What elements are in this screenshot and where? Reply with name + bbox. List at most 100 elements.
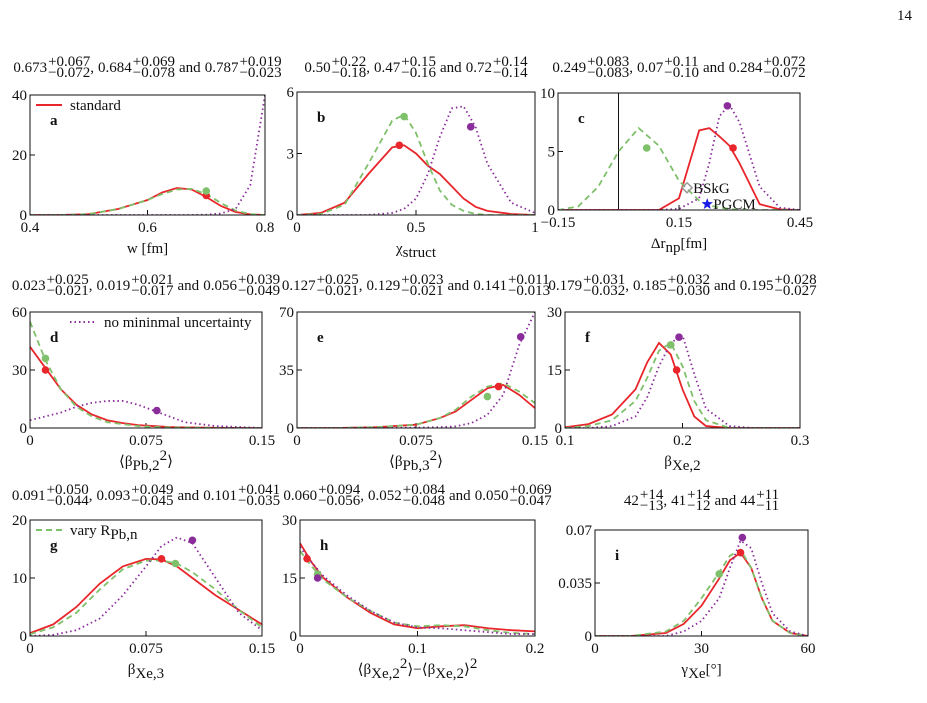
estimate-minus: −0.013 (508, 283, 550, 299)
label-part: γ (680, 662, 688, 678)
series-line (30, 559, 262, 636)
panel-letter: c (578, 111, 585, 127)
estimate-value: 0.019 (97, 278, 131, 294)
estimate-plus: +11 (756, 487, 779, 503)
label-part: β (664, 454, 672, 470)
label-part: w [fm] (127, 241, 168, 257)
estimate-value: 0.47 (374, 60, 401, 76)
x-tick-label: 0.075 (399, 433, 433, 449)
y-tick-label: 10 (540, 86, 555, 102)
estimate-minus: −0.023 (239, 65, 281, 81)
estimate-marker (202, 187, 211, 195)
x-tick-label: 0 (293, 220, 301, 236)
panel: 0.673 +0.067−0.072, 0.684 +0.069−0.078 and 0.… (12, 54, 282, 257)
estimate-value: 0.127 (282, 278, 316, 294)
x-tick-label: 0.45 (787, 215, 813, 231)
point-marker (701, 198, 713, 209)
estimate-minus: −0.048 (403, 493, 445, 509)
x-tick-label: 0 (591, 641, 599, 657)
panel-title: 42 +14−13, 41 +14−12 and 44 +11−11 (624, 487, 779, 514)
label-part: χ (395, 241, 403, 257)
y-tick-label: 0 (20, 629, 28, 645)
series-line (595, 539, 808, 636)
title-joiner: and (178, 488, 200, 504)
y-tick-label: 40 (12, 88, 27, 104)
x-tick-label: 1 (531, 220, 539, 236)
panel: 0.023 +0.025−0.021, 0.019 +0.021−0.017 and 0.… (12, 272, 280, 474)
y-tick-label: 35 (279, 363, 294, 379)
panel-title: 0.50 +0.22−0.18, 0.47 +0.15−0.16 and 0.72 +0.1… (304, 54, 528, 81)
panel-letter: i (615, 548, 619, 564)
series-line (558, 126, 800, 210)
y-tick-label: 20 (12, 148, 27, 164)
estimate-minus: −0.056 (318, 493, 361, 509)
x-tick-label: 0.075 (129, 641, 163, 657)
label-part: ⟩ (437, 454, 443, 470)
title-joiner: , (90, 60, 94, 76)
y-tick-label: 10 (12, 571, 27, 587)
panel-letter: e (317, 330, 324, 346)
title-joiner: , (89, 278, 93, 294)
label-part: no mininmal uncertainty (104, 315, 252, 331)
x-tick-label: 0 (293, 433, 301, 449)
x-tick-label: 0.5 (407, 220, 426, 236)
series-line (30, 95, 265, 215)
estimate-value: 0.684 (98, 60, 132, 76)
series-line (30, 557, 262, 634)
estimate-value: 0.179 (548, 278, 582, 294)
estimate-plus: +0.084 (403, 482, 446, 498)
series-line (30, 536, 262, 636)
estimate-marker (171, 559, 180, 568)
label-part: 2 (400, 656, 408, 672)
estimate-minus: −0.021 (317, 283, 359, 299)
estimate-value: 0.07 (637, 60, 664, 76)
label-part: Pb,3 (403, 458, 430, 474)
rich-label: ⟨β Pb,22 ⟩ (119, 448, 173, 474)
estimate-plus: +0.021 (131, 272, 173, 288)
x-tick-label: 0 (296, 641, 304, 657)
estimate-marker (494, 382, 503, 391)
estimate-value: 0.093 (97, 488, 131, 504)
panel-title: 0.023 +0.025−0.021, 0.019 +0.021−0.017 and 0.… (12, 272, 280, 299)
estimate-plus: +0.069 (509, 482, 551, 498)
label-part: [°] (706, 662, 722, 678)
x-tick-label: 0.1 (408, 641, 427, 657)
series-line (297, 105, 535, 215)
y-tick-label: 0.07 (566, 523, 593, 539)
series-line (558, 103, 800, 210)
estimate-value: 0.052 (368, 488, 402, 504)
axes-frame (296, 311, 536, 429)
estimate-marker (188, 536, 197, 545)
rich-label: β Xe,3 (128, 662, 164, 682)
label-part: struct (403, 245, 437, 261)
estimate-minus: −0.027 (774, 283, 817, 299)
estimate-value: 0.101 (203, 488, 237, 504)
series-line (297, 144, 535, 215)
y-tick-label: 15 (282, 571, 297, 587)
estimate-marker (516, 333, 525, 341)
label-part: ⟩−⟨β (407, 662, 435, 678)
estimate-value: 0.141 (473, 278, 507, 294)
axes-frame (557, 92, 801, 211)
estimate-minus: −0.035 (238, 493, 280, 509)
estimate-plus: +0.031 (583, 272, 625, 288)
y-tick-label: 60 (12, 305, 27, 321)
axes-frame (564, 311, 801, 429)
title-joiner: and (715, 493, 737, 509)
title-joiner: and (178, 278, 200, 294)
series-line (30, 187, 265, 215)
label-part: 2 (430, 448, 438, 464)
label-part: Xe,3 (135, 666, 164, 682)
label-part: [fm] (681, 236, 708, 252)
panel-title: 0.060 +0.094−0.056, 0.052 +0.084−0.048 and 0.… (283, 482, 552, 509)
series-line (595, 548, 808, 636)
estimate-plus: +0.069 (133, 54, 175, 70)
estimate-plus: +14 (640, 487, 664, 503)
label-part: ⟨β (389, 454, 402, 470)
series-line (300, 550, 535, 635)
axes-frame (594, 529, 809, 637)
series-line (297, 312, 535, 428)
estimate-marker (729, 144, 737, 152)
rich-label: ⟨β Pb,32 ⟩ (389, 448, 443, 474)
